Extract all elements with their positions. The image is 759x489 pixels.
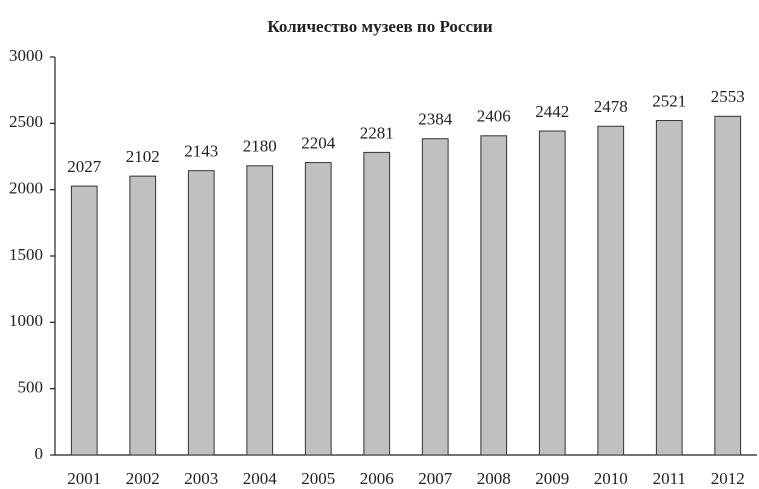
x-tick-label: 2006 bbox=[360, 469, 394, 488]
chart-title: Количество музеев по России bbox=[267, 17, 492, 36]
data-label: 2027 bbox=[67, 157, 102, 176]
y-tick-label: 3000 bbox=[9, 46, 43, 65]
x-tick-label: 2002 bbox=[126, 469, 160, 488]
bar bbox=[421, 138, 449, 456]
x-tick-label: 2012 bbox=[711, 469, 745, 488]
x-tick-label: 2005 bbox=[301, 469, 335, 488]
x-tick-label: 2009 bbox=[535, 469, 569, 488]
bar bbox=[480, 135, 508, 456]
data-label: 2553 bbox=[711, 87, 745, 106]
y-tick-label: 2000 bbox=[9, 179, 43, 198]
x-tick-label: 2003 bbox=[184, 469, 218, 488]
bar bbox=[538, 130, 566, 456]
y-tick-label: 0 bbox=[35, 444, 44, 463]
data-label: 2180 bbox=[243, 137, 277, 156]
data-label: 2281 bbox=[360, 123, 394, 142]
y-tick-label: 1500 bbox=[9, 245, 43, 264]
y-tick-label: 500 bbox=[18, 378, 44, 397]
bar bbox=[129, 175, 157, 456]
bar bbox=[187, 170, 215, 456]
x-tick-label: 2007 bbox=[418, 469, 453, 488]
bar bbox=[70, 185, 98, 456]
y-tick-label: 1000 bbox=[9, 311, 43, 330]
data-label: 2102 bbox=[126, 147, 160, 166]
data-label: 2406 bbox=[477, 107, 511, 126]
data-label: 2384 bbox=[418, 110, 453, 129]
bar bbox=[246, 165, 274, 456]
x-tick-label: 2010 bbox=[594, 469, 628, 488]
data-label: 2204 bbox=[301, 134, 336, 153]
data-label: 2143 bbox=[184, 142, 218, 161]
x-tick-label: 2001 bbox=[67, 469, 101, 488]
y-tick-label: 2500 bbox=[9, 112, 43, 131]
bar bbox=[304, 162, 332, 456]
x-tick-label: 2004 bbox=[243, 469, 278, 488]
x-tick-label: 2011 bbox=[653, 469, 686, 488]
bar bbox=[714, 115, 742, 456]
data-label: 2521 bbox=[652, 91, 686, 110]
data-label: 2442 bbox=[535, 102, 569, 121]
bar bbox=[655, 120, 683, 456]
data-label: 2478 bbox=[594, 97, 628, 116]
bar bbox=[597, 125, 625, 456]
bar bbox=[363, 151, 391, 456]
x-tick-label: 2008 bbox=[477, 469, 511, 488]
